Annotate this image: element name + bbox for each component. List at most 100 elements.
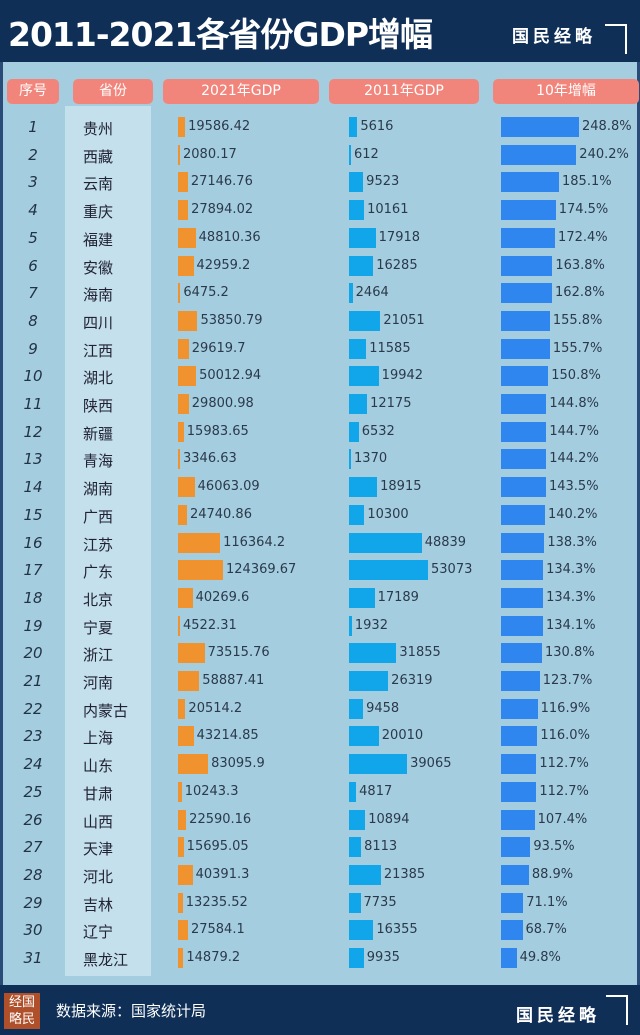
table-row: 15 广西 24740.86 10300 140.2% (3, 502, 640, 529)
table-row: 28 河北 40391.3 21385 88.9% (3, 862, 640, 889)
gdp2021-value: 14879.2 (186, 950, 241, 965)
gdp2021-value: 29619.7 (191, 340, 246, 356)
rank-label: 27 (23, 838, 43, 857)
growth-bar (501, 754, 537, 775)
gdp2011-value: 11585 (369, 340, 411, 356)
rank-label: 9 (28, 339, 38, 358)
footer: 经国 略民 数据来源：国家统计局 国民经略 (0, 985, 640, 1035)
gdp2011-bar (349, 255, 374, 276)
gdp2011-bar (349, 948, 364, 968)
table-row: 21 河南 58887.41 26319 123.7% (3, 668, 640, 695)
province-label: 浙江 (83, 646, 114, 665)
gdp2021-bar (178, 948, 184, 968)
chart-title: 2011-2021各省份GDP增幅 (8, 15, 433, 54)
growth-bar (501, 200, 556, 221)
gdp2011-value: 6532 (361, 423, 395, 439)
province-label: 湖北 (83, 369, 114, 388)
gdp2021-value: 48810.36 (198, 229, 261, 245)
gdp2011-value: 16355 (376, 922, 418, 938)
rank-label: 7 (28, 284, 38, 303)
growth-bar (501, 421, 547, 442)
growth-bar (501, 643, 542, 664)
gdp2021-bar (178, 698, 186, 719)
growth-bar (501, 449, 547, 470)
gdp2011-bar (349, 587, 375, 608)
growth-bar (501, 892, 524, 913)
gdp2021-bar (178, 394, 189, 414)
rank-label: 5 (28, 228, 38, 247)
province-label: 江苏 (83, 535, 114, 554)
gdp2021-value: 73515.76 (207, 645, 270, 661)
gdp2021-bar (178, 421, 184, 442)
gdp2011-bar (349, 200, 365, 221)
growth-value: 143.5% (548, 479, 599, 495)
gdp2021-bar (178, 587, 193, 608)
gdp2011-value: 19942 (381, 368, 424, 384)
rank-label: 2 (28, 145, 38, 164)
growth-value: 93.5% (533, 839, 575, 855)
province-label: 河南 (83, 674, 114, 692)
growth-value: 155.8% (552, 312, 603, 328)
gdp2011-value: 10161 (367, 202, 409, 218)
rank-label: 3 (28, 173, 38, 192)
growth-value: 49.8% (519, 950, 561, 965)
province-label: 吉林 (83, 895, 114, 914)
gdp2011-bar (349, 504, 365, 525)
growth-bar (501, 560, 544, 581)
province-label: 天津 (83, 840, 114, 859)
gdp2011-value: 31855 (399, 645, 441, 661)
gdp2011-value: 2464 (355, 285, 389, 301)
gdp2021-value: 124369.67 (226, 562, 297, 578)
table-row: 7 海南 6475.2 2464 162.8% (3, 280, 640, 307)
table-row: 20 浙江 73515.76 31855 130.8% (3, 640, 640, 667)
table-row: 4 重庆 27894.02 10161 174.5% (3, 197, 640, 224)
gdp2011-bar (349, 615, 352, 636)
gdp2011-value: 8113 (364, 839, 398, 855)
table-row: 10 湖北 50012.94 19942 150.8% (3, 363, 640, 390)
growth-bar (501, 144, 577, 165)
growth-value: 140.2% (547, 506, 598, 522)
rank-label: 15 (23, 505, 43, 524)
province-label: 广东 (83, 563, 114, 582)
growth-value: 134.1% (546, 617, 596, 633)
gdp2021-bar (178, 449, 180, 470)
growth-bar (501, 615, 544, 636)
province-label: 云南 (83, 175, 114, 194)
gdp2011-bar (349, 283, 353, 304)
rank-label: 12 (23, 422, 43, 441)
table-row: 8 四川 53850.79 21051 155.8% (3, 308, 640, 335)
gdp2021-bar (178, 615, 180, 636)
gdp2021-bar (178, 920, 188, 941)
rank-label: 8 (28, 311, 38, 330)
table-row: 2 西藏 2080.17 612 240.2% (3, 142, 640, 169)
rank-label: 14 (23, 478, 43, 497)
gdp2011-bar (349, 892, 361, 913)
gdp2011-value: 53073 (431, 562, 473, 578)
growth-value: 240.2% (579, 146, 629, 162)
header-province: 省份 (73, 79, 153, 104)
gdp2021-bar (178, 726, 194, 747)
gdp2021-value: 42959.2 (196, 257, 251, 273)
table-row: 14 湖南 46063.09 18915 143.5% (3, 474, 640, 501)
province-label: 陕西 (83, 397, 114, 415)
growth-bar (501, 532, 545, 553)
gdp2011-value: 10300 (367, 506, 409, 522)
gdp2011-bar (349, 781, 357, 802)
gdp2011-bar (349, 394, 368, 414)
brand-logo: 国民经略 (512, 27, 596, 47)
growth-bar (501, 227, 556, 248)
gdp2011-bar (349, 366, 379, 387)
gdp2011-bar (349, 754, 408, 775)
rank-label: 16 (23, 533, 43, 552)
gdp2021-value: 116364.2 (223, 534, 286, 550)
province-label: 北京 (83, 590, 114, 609)
gdp2021-bar (178, 477, 195, 498)
gdp2021-bar (178, 172, 188, 193)
gdp2011-value: 9935 (366, 950, 400, 965)
province-label: 西藏 (83, 147, 114, 166)
growth-bar (501, 726, 538, 747)
gdp2011-bar (349, 643, 397, 664)
province-label: 贵州 (83, 120, 114, 138)
gdp2011-value: 39065 (410, 756, 452, 772)
gdp2011-bar (349, 310, 381, 331)
